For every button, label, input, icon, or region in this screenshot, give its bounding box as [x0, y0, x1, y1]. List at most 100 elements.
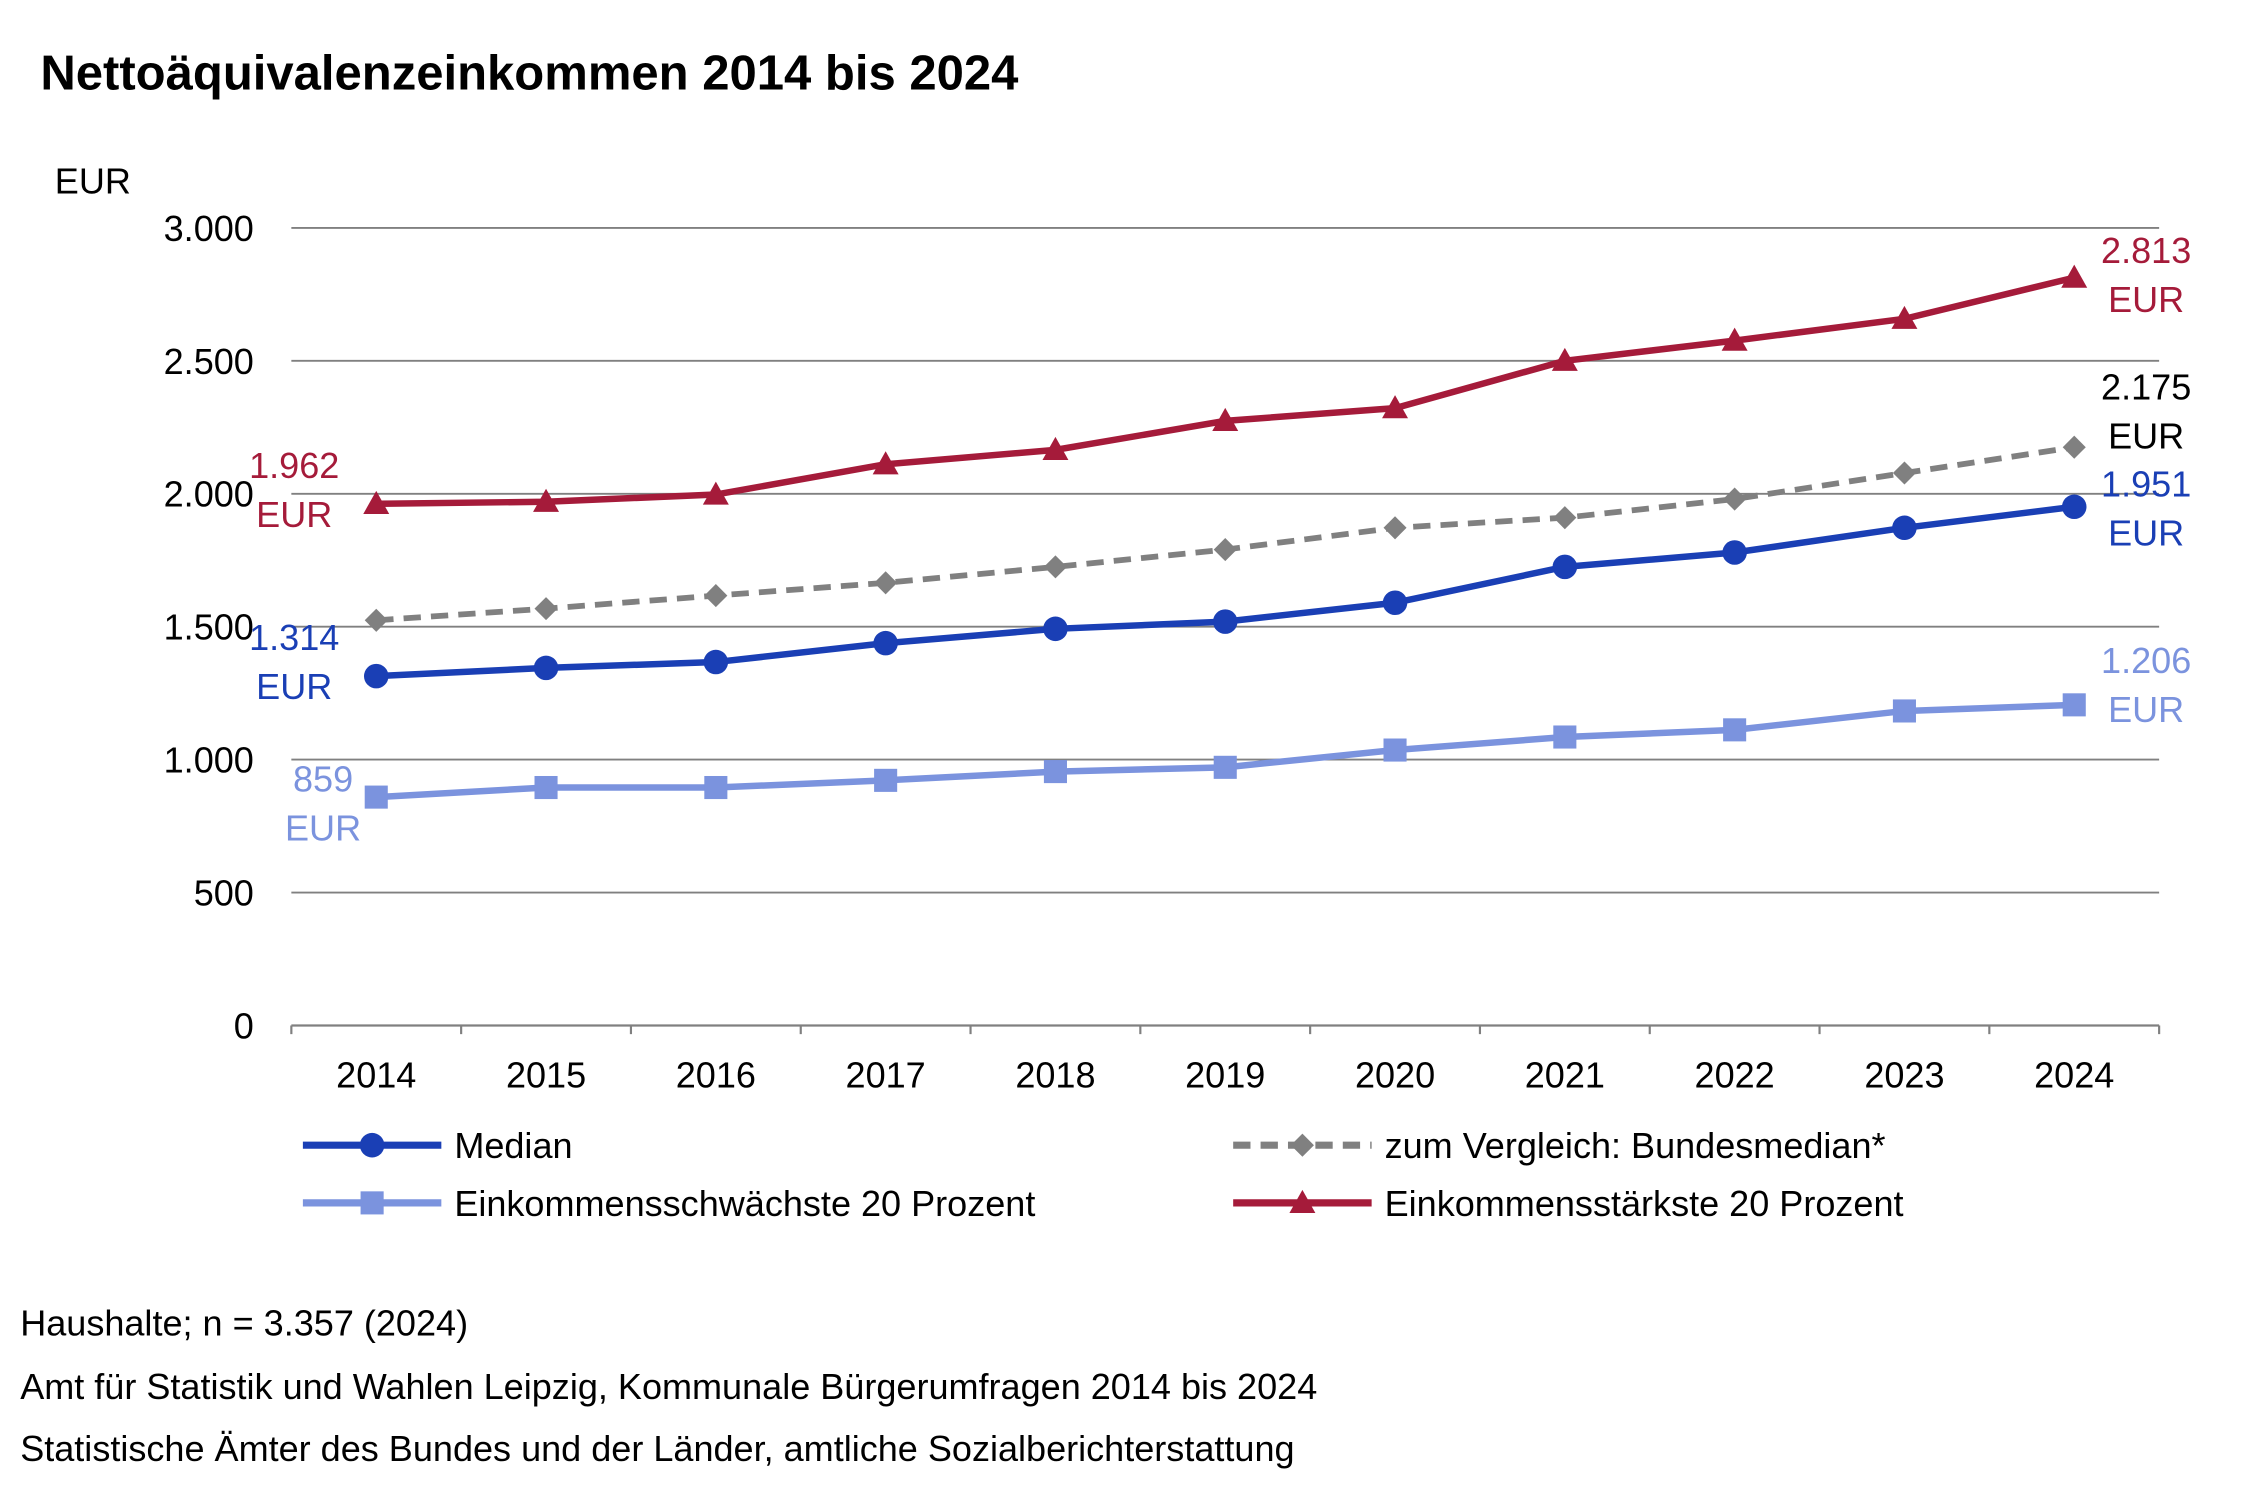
data-label: 859 — [293, 758, 353, 799]
point-triangle — [1042, 436, 1069, 460]
data-label: EUR — [2108, 513, 2184, 554]
point-triangle — [1212, 407, 1239, 431]
point-circle — [2061, 494, 2087, 520]
point-diamond — [364, 608, 388, 632]
legend-label: Einkommensstärkste 20 Prozent — [1385, 1183, 1904, 1224]
legend-label: Median — [454, 1125, 572, 1166]
point-circle — [533, 655, 559, 681]
y-tick-label: 1.000 — [164, 740, 254, 781]
data-label: 1.206 — [2101, 640, 2191, 681]
series-line — [376, 274, 2076, 508]
legend-item: zum Vergleich: Bundesmedian* — [1233, 1125, 1886, 1166]
data-label: 2.175 — [2101, 367, 2191, 408]
point-circle — [363, 663, 389, 689]
x-tick-label: 2016 — [676, 1055, 756, 1096]
point-triangle — [702, 481, 729, 505]
point-square — [1553, 725, 1577, 749]
x-tick-label: 2020 — [1355, 1055, 1435, 1096]
data-label: 1.962 — [249, 445, 339, 486]
legend-item: Einkommensschwächste 20 Prozent — [302, 1183, 1035, 1224]
series-square — [364, 693, 2086, 809]
footnote-sample: Haushalte; n = 3.357 (2024) — [20, 1303, 468, 1344]
point-circle — [1043, 616, 1068, 642]
x-tick-label: 2021 — [1525, 1055, 1605, 1096]
point-circle — [873, 630, 898, 656]
point-circle — [1722, 540, 1747, 565]
point-triangle — [1382, 395, 1409, 419]
point-square — [1892, 699, 1916, 723]
point-square — [704, 775, 728, 800]
point-triangle — [533, 488, 560, 512]
point-triangle — [1721, 327, 1748, 351]
point-circle — [1382, 590, 1408, 616]
point-triangle — [1891, 305, 1918, 329]
point-diamond — [874, 571, 898, 595]
data-label: EUR — [256, 494, 332, 535]
point-square — [364, 785, 388, 809]
y-tick-label: 1.500 — [164, 607, 254, 648]
x-tick-label: 2019 — [1185, 1055, 1265, 1096]
x-tick-label: 2023 — [1864, 1055, 1944, 1096]
y-tick-label: 0 — [234, 1005, 254, 1046]
point-square — [1213, 755, 1237, 779]
y-tick-labels: 0 500 1.000 1.500 2.000 2.500 3.000 — [164, 208, 254, 1047]
chart-title: Nettoäquivalenzeinkommen 2014 bis 2024 — [40, 46, 1018, 100]
point-circle — [359, 1132, 385, 1158]
data-label: 1.951 — [2101, 464, 2191, 505]
y-tick-label: 2.000 — [164, 474, 254, 515]
point-diamond — [1553, 506, 1577, 530]
data-labels: 2.175 EUR 859 EUR 1.206 EUR 1.962 EUR 2.813 EUR 1.… — [249, 230, 2191, 848]
point-square — [874, 768, 898, 792]
point-triangle — [872, 451, 899, 475]
y-tick-label: 500 — [194, 873, 254, 914]
point-diamond — [1383, 516, 1407, 540]
point-diamond — [1723, 487, 1747, 511]
legend-item: Einkommensstärkste 20 Prozent — [1233, 1183, 1904, 1224]
point-diamond — [1213, 538, 1237, 562]
point-square — [534, 775, 558, 800]
series-triangle — [363, 264, 2088, 514]
point-triangle — [363, 490, 390, 514]
series-diamond — [364, 435, 2086, 632]
point-square — [360, 1191, 384, 1215]
x-axis: 2014 2015 2016 2017 2018 2019 2020 2021 2022 2023… — [290, 1024, 2161, 1096]
series-line — [376, 444, 2075, 624]
footnote-source-leipzig: Amt für Statistik und Wahlen Leipzig, Ko… — [20, 1366, 1317, 1407]
data-label: EUR — [2108, 279, 2184, 320]
point-diamond — [2062, 435, 2086, 459]
legend-label: Einkommensschwächste 20 Prozent — [454, 1183, 1035, 1224]
data-label: EUR — [256, 666, 332, 707]
point-circle — [1552, 554, 1578, 580]
point-square — [1723, 718, 1747, 742]
point-circle — [1212, 609, 1238, 634]
data-label: EUR — [285, 807, 361, 848]
y-tick-label: 2.500 — [164, 341, 254, 382]
legend-item: Median — [302, 1125, 573, 1166]
point-triangle — [1551, 347, 1578, 371]
x-tick-label: 2024 — [2034, 1055, 2114, 1096]
series-line — [376, 503, 2075, 680]
series-group — [363, 264, 2088, 809]
x-tick-label: 2022 — [1695, 1055, 1775, 1096]
footnote-source-bund: Statistische Ämter des Bundes und der Lä… — [20, 1428, 1294, 1469]
point-square — [1043, 760, 1067, 784]
point-diamond — [1892, 461, 1916, 485]
point-diamond — [534, 597, 558, 621]
x-tick-label: 2018 — [1015, 1055, 1095, 1096]
legend: Median zum Vergleich: Bundesmedian* Einkom… — [302, 1125, 1904, 1224]
point-triangle — [2061, 264, 2088, 288]
point-diamond — [1043, 555, 1067, 579]
y-axis-label: EUR — [55, 160, 131, 201]
legend-label: zum Vergleich: Bundesmedian* — [1385, 1125, 1886, 1166]
data-label: EUR — [2108, 416, 2184, 457]
point-triangle — [1289, 1189, 1316, 1213]
data-label: EUR — [2108, 689, 2184, 730]
x-tick-label: 2015 — [506, 1055, 586, 1096]
data-label: 2.813 — [2101, 230, 2191, 271]
point-diamond — [1290, 1133, 1314, 1157]
point-circle — [703, 649, 729, 675]
series-line — [376, 701, 2075, 801]
point-square — [1383, 738, 1407, 762]
data-label: 1.314 — [249, 617, 339, 658]
